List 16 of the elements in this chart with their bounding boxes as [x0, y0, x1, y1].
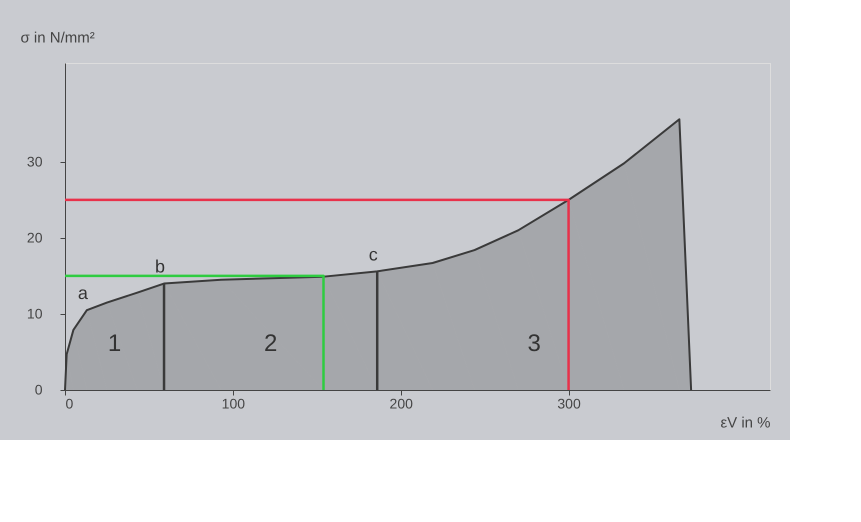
x-tick-label: 100: [222, 396, 246, 412]
y-tick-label: 10: [26, 305, 43, 322]
annotation: 3: [527, 330, 541, 358]
x-tick-label: 0: [66, 396, 74, 412]
y-axis-title: σ in N/mm²: [20, 30, 95, 46]
x-tick-label: 200: [390, 396, 414, 412]
x-tick-label: 300: [557, 396, 581, 412]
x-axis-title: εV in %: [720, 414, 770, 432]
annotation: 2: [264, 330, 278, 358]
y-tick-label: 20: [26, 229, 43, 246]
y-tick-label: 0: [34, 382, 43, 398]
y-tick-label: 30: [26, 153, 43, 170]
annotation: b: [155, 256, 166, 277]
annotation: a: [78, 283, 89, 304]
annotation: 1: [108, 330, 122, 358]
annotation: c: [368, 244, 378, 264]
